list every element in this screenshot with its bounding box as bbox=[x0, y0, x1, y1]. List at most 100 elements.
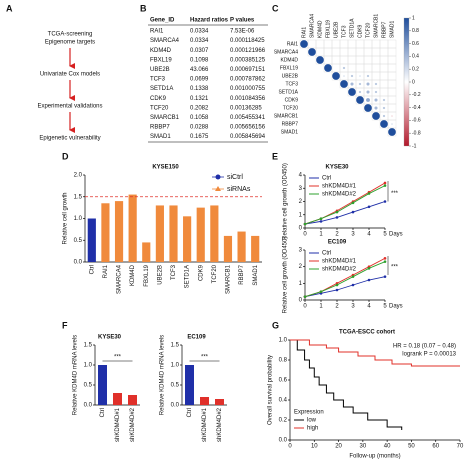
flow-step: Univariate Cox models bbox=[40, 72, 100, 78]
point bbox=[367, 205, 371, 209]
y-tick-label: 0.6 bbox=[279, 378, 288, 384]
cell-border bbox=[355, 63, 365, 73]
series-line bbox=[290, 339, 460, 367]
y-tick-label: 0.0 bbox=[171, 403, 180, 409]
point bbox=[335, 283, 339, 287]
table-cell: 0.0307 bbox=[190, 48, 209, 54]
y-tick-label: 1.0 bbox=[279, 338, 288, 344]
table-header: Gene_ID bbox=[150, 18, 175, 24]
series-line bbox=[304, 261, 386, 298]
cell-border bbox=[379, 47, 389, 57]
table-cell: SMARCB1 bbox=[150, 115, 180, 121]
legend-label: shKDM4D#2 bbox=[322, 267, 357, 273]
point bbox=[351, 283, 355, 287]
x-tick-label: 50 bbox=[408, 444, 415, 450]
y-tick-label: 0 bbox=[299, 226, 303, 232]
table-cell: SMAD1 bbox=[150, 134, 171, 140]
row-label: UBE2B bbox=[282, 73, 299, 79]
column-label: SMAD1 bbox=[389, 21, 395, 38]
row-label: TCF3 bbox=[286, 81, 299, 87]
x-tick-label: 4 bbox=[367, 232, 371, 238]
x-tick-label: SMAD1 bbox=[253, 264, 259, 285]
corr-circle bbox=[366, 98, 370, 102]
table-cell: 0.1675 bbox=[190, 134, 209, 140]
row-label: RAI1 bbox=[287, 41, 298, 47]
cell-border bbox=[387, 79, 397, 89]
corr-circle bbox=[374, 82, 378, 86]
x-tick-label: 40 bbox=[384, 444, 391, 450]
corr-circle bbox=[391, 123, 393, 125]
table-cell: RAI1 bbox=[150, 29, 164, 35]
series-line bbox=[304, 201, 386, 225]
column-label: RBBP7 bbox=[381, 21, 387, 38]
point bbox=[383, 260, 387, 263]
corr-circle bbox=[358, 90, 362, 94]
corr-circle bbox=[374, 106, 378, 110]
corr-circle bbox=[350, 74, 354, 78]
cell-border bbox=[371, 71, 381, 81]
annotation: *** bbox=[391, 191, 399, 197]
panel-label: C bbox=[272, 3, 279, 13]
cell-border bbox=[387, 71, 397, 81]
corr-circle bbox=[356, 96, 364, 104]
corr-circle bbox=[366, 90, 370, 94]
point bbox=[319, 217, 323, 221]
y-tick-label: 1.0 bbox=[84, 363, 93, 369]
table-cell: TCF20 bbox=[150, 105, 169, 111]
bar bbox=[128, 194, 137, 262]
x-tick-label: shKDM4D#2 bbox=[130, 407, 136, 442]
annotation: HR = 0.18 (0.07 − 0.48) bbox=[393, 344, 456, 350]
y-tick-label: 1 bbox=[299, 281, 303, 287]
annotation: *** bbox=[391, 265, 399, 271]
table-cell: 0.000697151 bbox=[230, 67, 266, 73]
colorbar-label: -0.6 bbox=[412, 118, 421, 124]
corr-circle bbox=[343, 75, 345, 77]
x-tick-label: shKDM4D#1 bbox=[202, 407, 208, 442]
y-tick-label: 0.0 bbox=[74, 260, 83, 266]
bar bbox=[101, 203, 110, 262]
column-label: KDM4D bbox=[317, 20, 323, 38]
x-axis-label: Days bbox=[389, 232, 403, 238]
cell-border bbox=[355, 39, 365, 49]
colorbar-label: 0.4 bbox=[412, 54, 419, 60]
y-tick-label: 4 bbox=[299, 173, 303, 179]
table-cell: 0.005845694 bbox=[230, 134, 266, 140]
point bbox=[383, 181, 387, 185]
x-tick-label: 2 bbox=[335, 304, 339, 310]
x-tick-label: TCF20 bbox=[212, 264, 218, 283]
corr-circle bbox=[382, 114, 386, 118]
table-cell: 0.000787862 bbox=[230, 77, 266, 83]
colorbar-label: -0.4 bbox=[412, 105, 421, 111]
cell-border bbox=[387, 127, 397, 137]
point bbox=[383, 275, 387, 278]
column-label: FBXL19 bbox=[325, 20, 331, 38]
x-tick-label: Ctrl bbox=[100, 408, 106, 417]
corr-circle bbox=[316, 56, 324, 64]
x-tick-label: 60 bbox=[432, 444, 439, 450]
cell-border bbox=[315, 47, 325, 57]
legend-title: Expression bbox=[294, 410, 324, 416]
cell-border bbox=[347, 63, 357, 73]
y-tick-label: 2 bbox=[299, 264, 303, 270]
annotation: *** bbox=[201, 355, 209, 361]
bar bbox=[200, 397, 209, 405]
flow-step: Epigenetic vulnerability bbox=[39, 136, 100, 142]
point bbox=[383, 200, 387, 203]
x-tick-label: SMARCA4 bbox=[117, 264, 123, 294]
corr-circle bbox=[372, 112, 380, 120]
corr-circle bbox=[308, 48, 316, 56]
legend-label: Ctrl bbox=[322, 251, 331, 257]
y-axis-label: Relative cell growth (OD450) bbox=[283, 163, 289, 240]
bar bbox=[196, 207, 205, 262]
y-tick-label: 1 bbox=[299, 212, 303, 218]
x-tick-label: FBXL19 bbox=[144, 264, 150, 286]
table-header: Hazard ratios bbox=[190, 18, 229, 24]
y-tick-label: 0.5 bbox=[171, 383, 180, 389]
x-tick-label: 70 bbox=[457, 444, 464, 450]
panel-label: D bbox=[62, 151, 69, 161]
x-tick-label: KDM4D bbox=[130, 264, 136, 286]
table-cell: 0.0334 bbox=[190, 38, 209, 44]
panel-label: A bbox=[6, 3, 13, 13]
table-cell: RBBP7 bbox=[150, 125, 170, 131]
corr-circle bbox=[342, 66, 346, 70]
